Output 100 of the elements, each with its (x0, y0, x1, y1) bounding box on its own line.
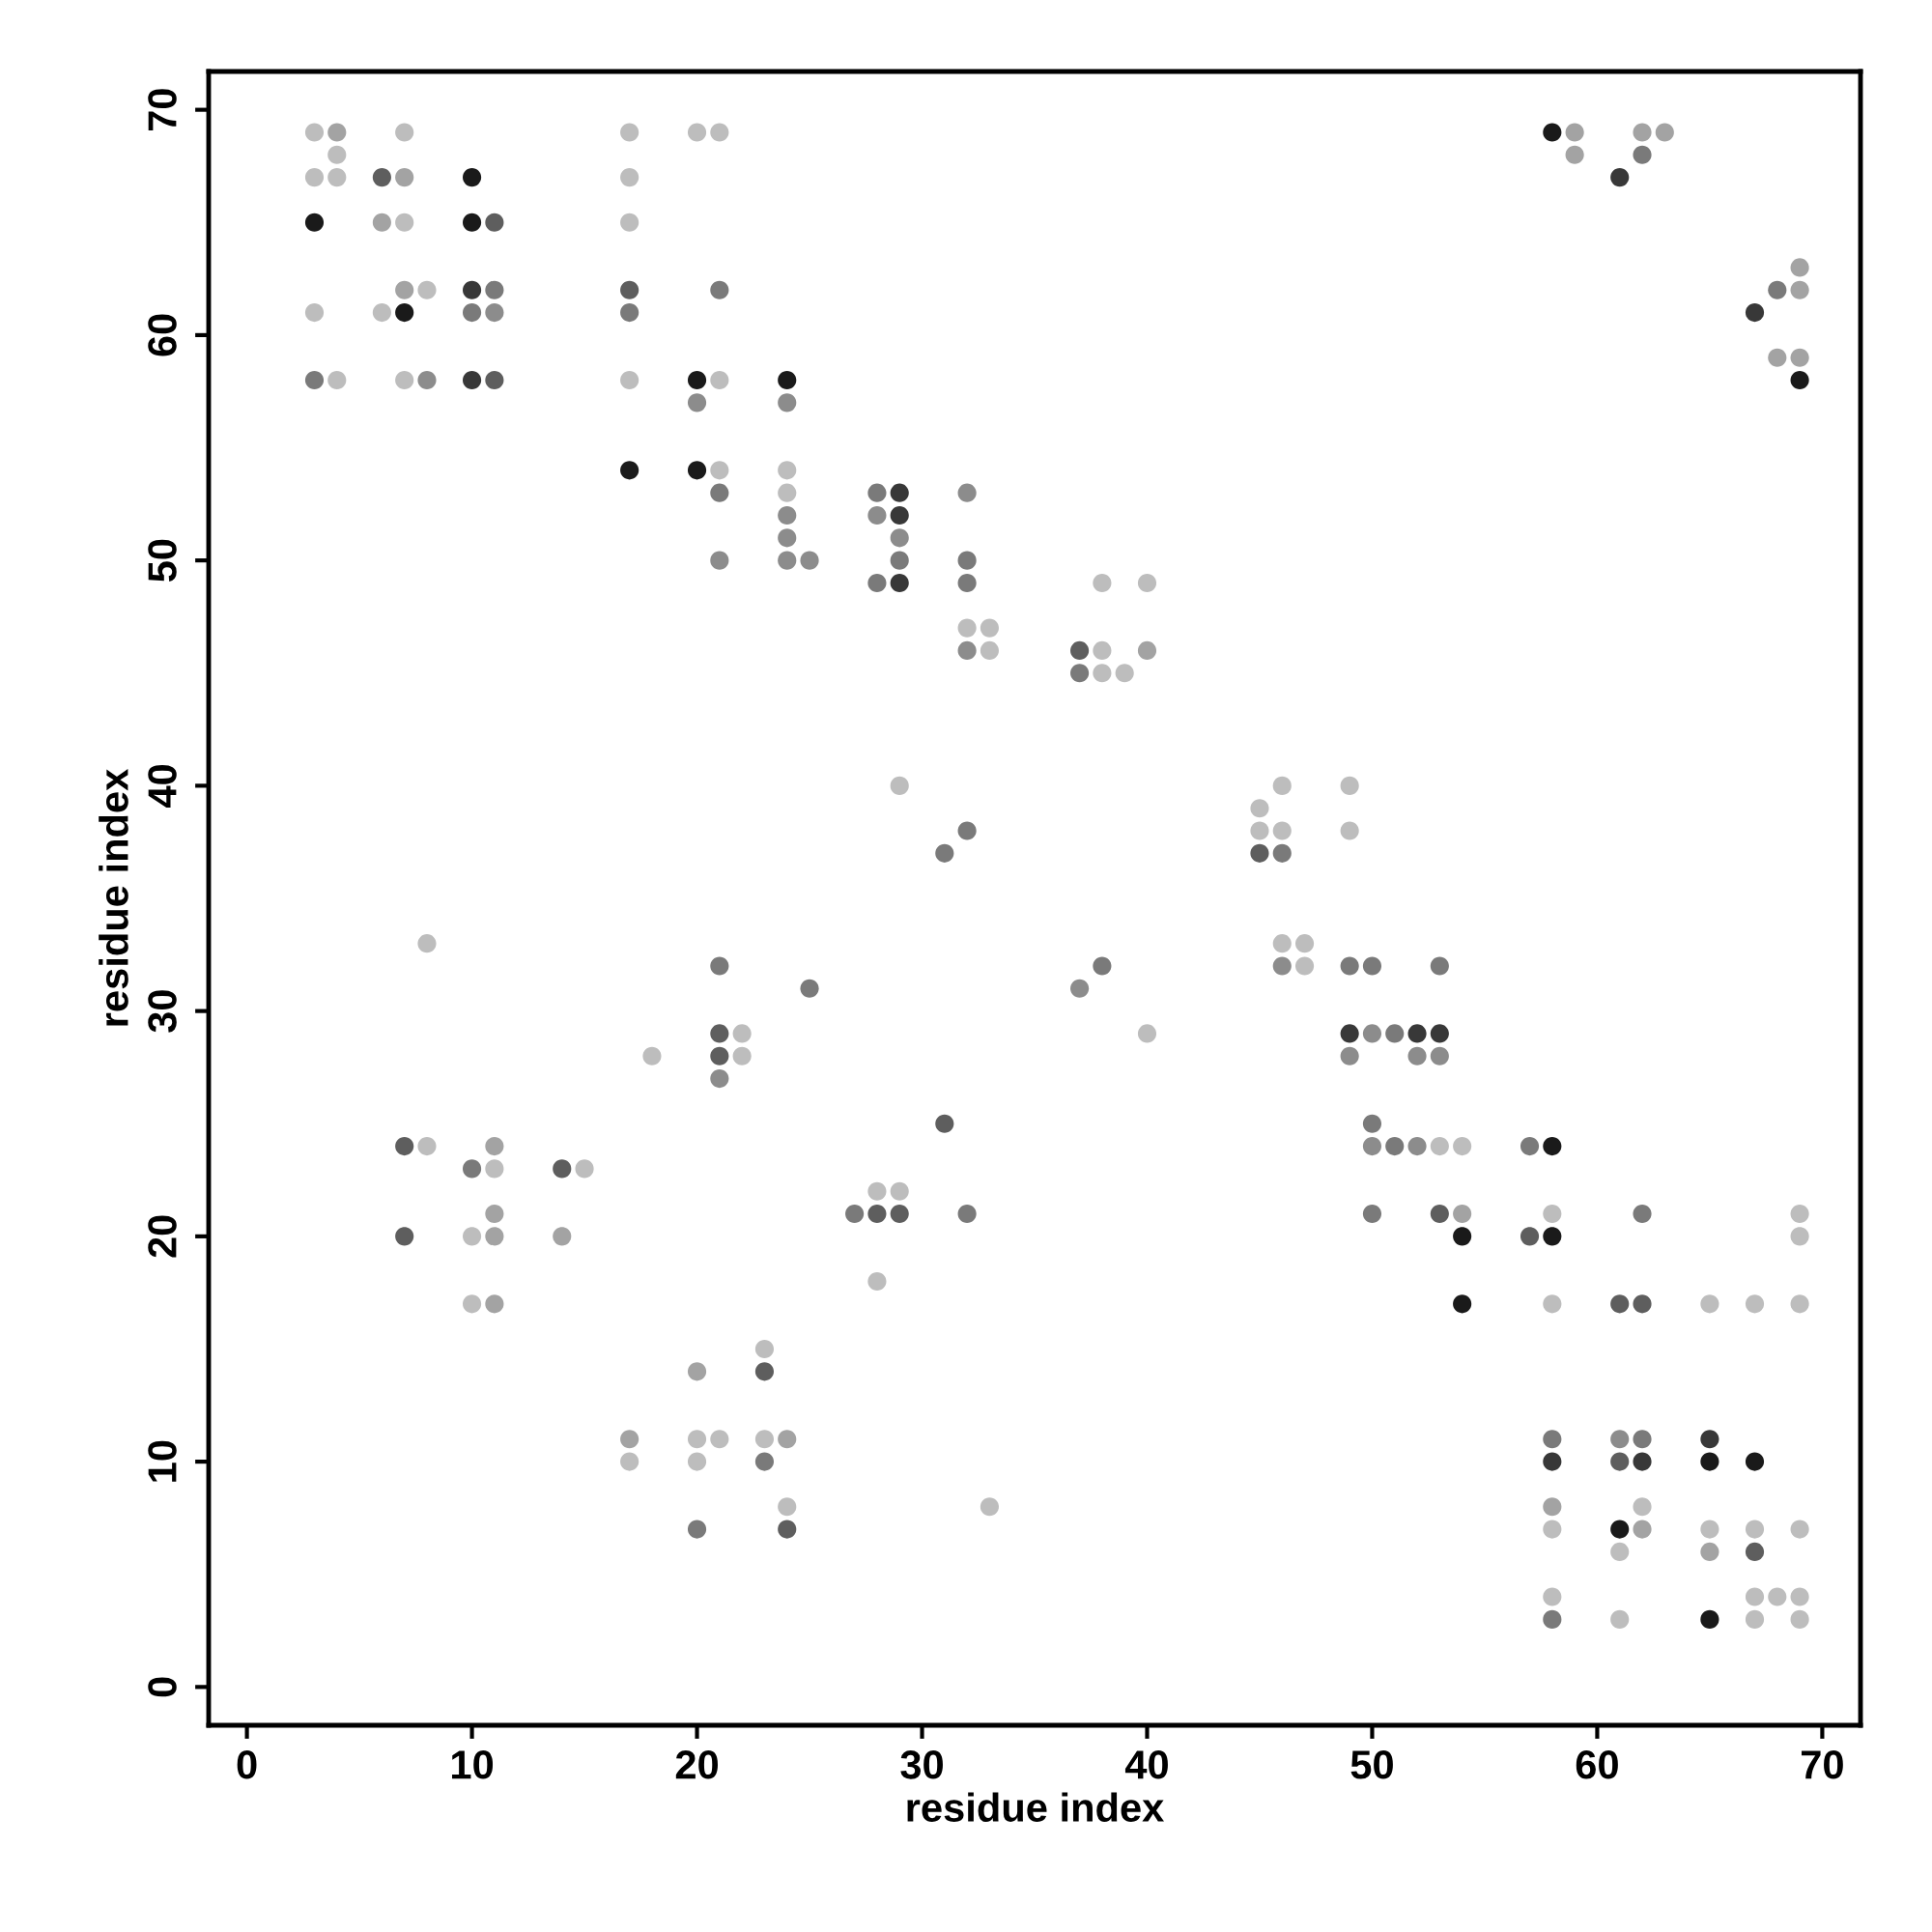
x-tick-label: 20 (675, 1750, 719, 1779)
point (1768, 348, 1787, 367)
x-tick-label: 10 (452, 1750, 494, 1779)
point (867, 573, 887, 593)
point (710, 280, 729, 299)
point (957, 640, 977, 661)
point (867, 483, 887, 502)
point (1700, 1542, 1719, 1561)
point (687, 393, 707, 412)
point (957, 573, 977, 593)
point (485, 303, 504, 323)
point (778, 551, 797, 570)
point (395, 1136, 414, 1156)
point (778, 393, 797, 412)
point (778, 370, 797, 390)
point (1362, 1136, 1382, 1156)
point (1610, 168, 1630, 187)
point (1340, 1024, 1359, 1043)
point (1453, 1204, 1472, 1224)
point (1250, 843, 1269, 863)
x-tick-label: 50 (1350, 1750, 1393, 1779)
point (890, 1204, 909, 1224)
point (485, 1227, 504, 1246)
point (485, 1204, 504, 1224)
point (372, 213, 391, 232)
point (463, 213, 482, 232)
point (1700, 1452, 1719, 1471)
point (1430, 1024, 1449, 1043)
point (867, 505, 887, 526)
point (1070, 979, 1090, 998)
y-tick-label: 60 (148, 314, 177, 356)
point (327, 123, 347, 142)
point (1633, 123, 1652, 142)
point (1362, 1024, 1382, 1043)
point (395, 303, 414, 323)
point (1137, 640, 1157, 661)
point (620, 461, 639, 480)
point (957, 551, 977, 570)
point (1520, 1227, 1540, 1246)
point (1633, 1520, 1652, 1539)
point (553, 1159, 572, 1179)
point (1272, 843, 1292, 863)
point (1093, 956, 1112, 976)
y-tick-label: 10 (148, 1440, 177, 1482)
point (1543, 1227, 1562, 1246)
point (1700, 1430, 1719, 1449)
point (1543, 1497, 1562, 1517)
point (1453, 1227, 1472, 1246)
point (1700, 1609, 1719, 1629)
point (1610, 1430, 1630, 1449)
point (1520, 1136, 1540, 1156)
point (372, 168, 391, 187)
point (1633, 145, 1652, 164)
point (1407, 1024, 1427, 1043)
point (935, 1114, 954, 1133)
point (620, 280, 639, 299)
point (778, 528, 797, 548)
point (1633, 1430, 1652, 1449)
point (485, 280, 504, 299)
point (463, 303, 482, 323)
point (395, 280, 414, 299)
point (1362, 956, 1382, 976)
point (1362, 1114, 1382, 1133)
point (754, 1362, 775, 1381)
point (1745, 303, 1765, 323)
point (1610, 1520, 1630, 1539)
x-tick-label: 40 (1124, 1750, 1168, 1779)
point (1453, 1294, 1472, 1314)
point (1790, 370, 1809, 390)
point (1407, 1136, 1427, 1156)
point (890, 551, 909, 570)
point (1633, 1204, 1652, 1224)
point (1565, 123, 1584, 142)
y-tick-label: 50 (148, 539, 177, 582)
point (710, 483, 729, 502)
point (395, 168, 414, 187)
point (1340, 1046, 1359, 1065)
point (935, 843, 954, 863)
point (1790, 258, 1809, 277)
point (710, 1046, 729, 1065)
point (710, 551, 729, 570)
point (890, 528, 909, 548)
point (1633, 1294, 1652, 1314)
point (710, 1069, 729, 1089)
point (395, 1227, 414, 1246)
point (1790, 280, 1809, 299)
y-tick-label: 30 (148, 990, 177, 1033)
point (1543, 1430, 1562, 1449)
point (845, 1204, 865, 1224)
point (485, 1294, 504, 1314)
point (1768, 280, 1787, 299)
y-tick-label: 40 (148, 764, 177, 808)
point (304, 370, 325, 390)
point (463, 370, 482, 390)
x-tick-label: 60 (1576, 1750, 1618, 1779)
point (620, 303, 639, 323)
point (1362, 1204, 1382, 1224)
point (485, 370, 504, 390)
point (1385, 1024, 1405, 1043)
point (710, 956, 729, 976)
